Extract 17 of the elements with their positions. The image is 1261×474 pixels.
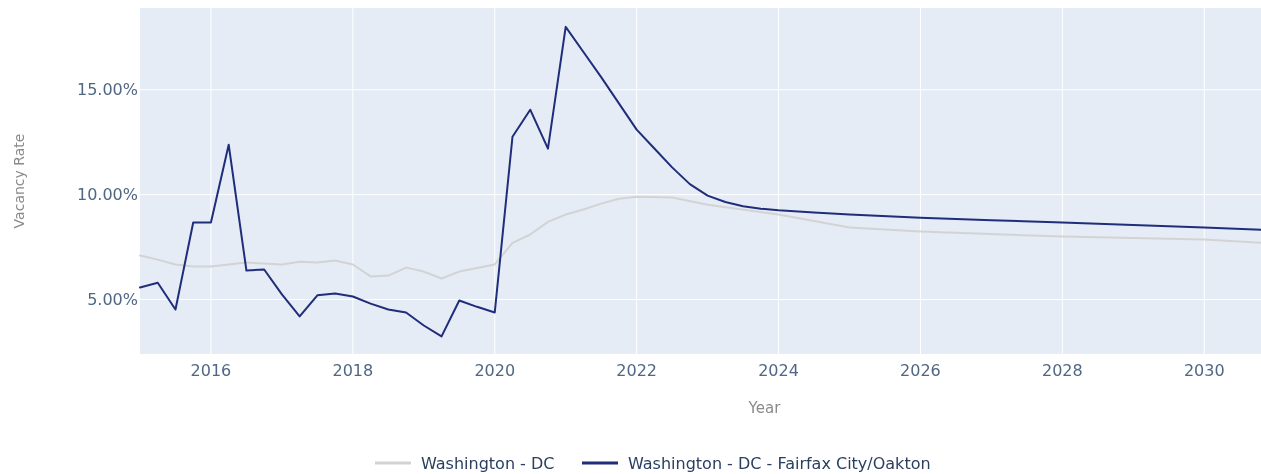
x-tick-label: 2024 <box>758 361 799 380</box>
x-tick-label: 2028 <box>1041 361 1083 380</box>
legend-label: Washington - DC <box>421 453 555 473</box>
y-tick-label: 10.00% <box>76 185 138 205</box>
y-axis-title: Vacancy Rate <box>11 133 27 229</box>
y-tick-label: 5.00% <box>87 290 138 310</box>
x-tick-label: 2016 <box>190 361 232 380</box>
legend-label: Washington - DC - Fairfax City/Oakton <box>628 453 931 473</box>
x-tick-label: 2022 <box>616 361 657 380</box>
x-axis-title: Year <box>747 399 782 417</box>
x-tick-label: 2026 <box>900 361 941 380</box>
x-tick-label: 2030 <box>1183 361 1225 380</box>
y-tick-label: 15.00% <box>76 80 138 100</box>
line-series <box>139 195 1261 280</box>
line-series <box>139 25 1261 338</box>
x-tick-label: 2020 <box>474 361 516 380</box>
x-tick-label: 2018 <box>332 361 374 380</box>
